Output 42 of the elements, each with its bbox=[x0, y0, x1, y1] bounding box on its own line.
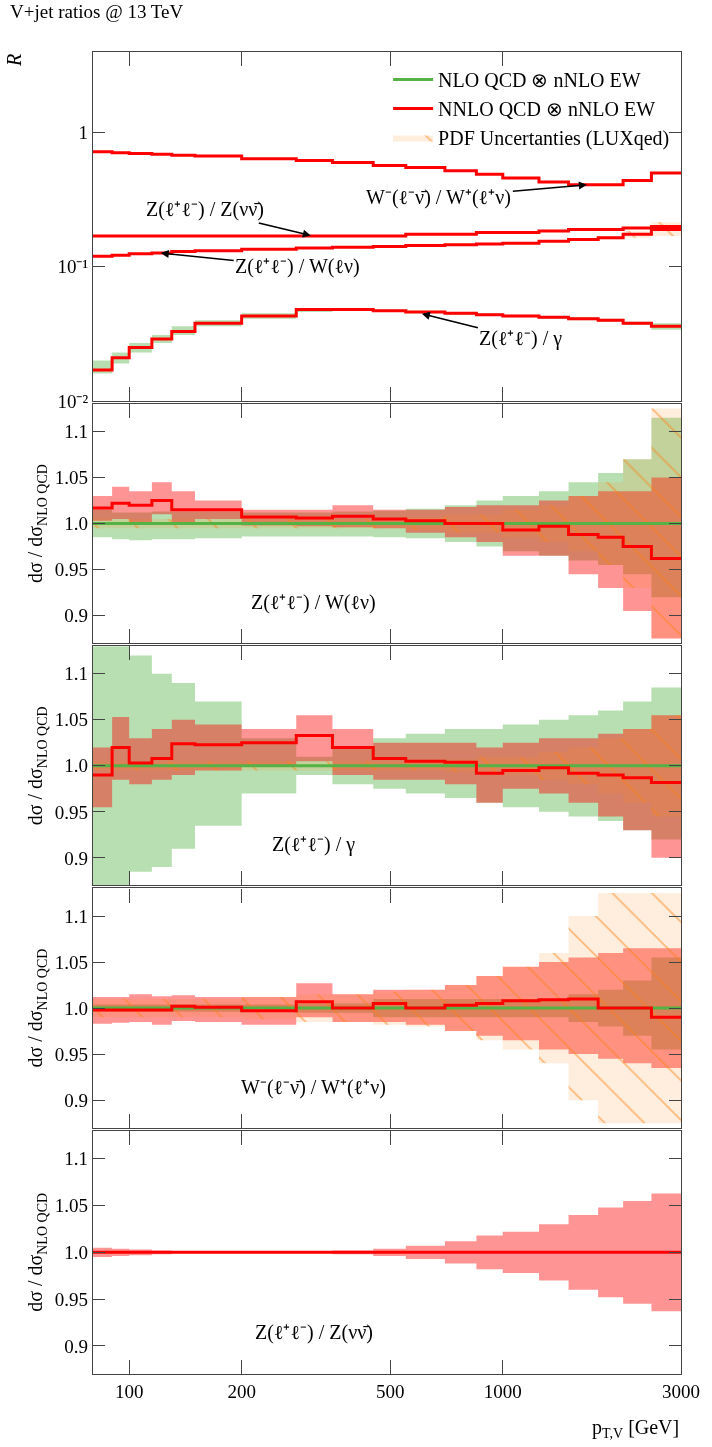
y-tick-label: 0.95 bbox=[54, 1043, 89, 1065]
y-tick-label: 1.1 bbox=[64, 1148, 89, 1170]
y-tick-label: 1 bbox=[78, 122, 89, 144]
y-tick-label: 1.0 bbox=[64, 513, 89, 535]
y-tick-label: 0.9 bbox=[64, 847, 89, 869]
y-tick-label: 10⁻² bbox=[57, 390, 89, 412]
y-tick-label: 0.95 bbox=[54, 559, 89, 581]
y-tick-label: 0.9 bbox=[64, 605, 89, 627]
y-tick-label: 1.05 bbox=[54, 467, 89, 489]
legend-label: PDF Uncertanties (LUXqed) bbox=[438, 127, 670, 151]
annotation: Z(ℓ⁺ℓ⁻) / γ bbox=[479, 327, 563, 350]
x-tick-label: 500 bbox=[376, 1380, 405, 1402]
annotation: W⁻(ℓ⁻ν̄) / W⁺(ℓ⁺ν) bbox=[366, 186, 511, 209]
x-tick-label: 100 bbox=[114, 1380, 144, 1402]
y-tick-label: 1.05 bbox=[54, 709, 89, 731]
chart-title: V+jet ratios @ 13 TeV bbox=[10, 1, 184, 22]
y-tick-label: 0.95 bbox=[54, 801, 89, 823]
y-axis-title: R bbox=[2, 53, 25, 67]
legend-label: NLO QCD ⊗ nNLO EW bbox=[438, 69, 641, 92]
annotation: W⁻(ℓ⁻ν̄) / W⁺(ℓ⁺ν) bbox=[241, 1076, 386, 1099]
legend-label: NNLO QCD ⊗ nNLO EW bbox=[438, 98, 656, 121]
y-tick-label: 1.1 bbox=[64, 421, 89, 443]
y-tick-label: 1.05 bbox=[54, 1195, 89, 1217]
annotation: Z(ℓ⁺ℓ⁻) / W(ℓν) bbox=[235, 255, 360, 278]
y-tick-label: 1.0 bbox=[64, 755, 89, 777]
y-tick-label: 1.05 bbox=[54, 951, 89, 973]
y-tick-label: 1.0 bbox=[64, 1242, 89, 1264]
y-tick-label: 1.1 bbox=[64, 663, 89, 685]
y-tick-label: 0.9 bbox=[64, 1089, 89, 1111]
y-tick-label: 1.1 bbox=[64, 905, 89, 927]
x-tick-label: 3000 bbox=[662, 1380, 700, 1402]
annotation: Z(ℓ⁺ℓ⁻) / γ bbox=[272, 833, 356, 856]
x-tick-label: 1000 bbox=[483, 1380, 522, 1402]
annotation: Z(ℓ⁺ℓ⁻) / W(ℓν) bbox=[251, 591, 376, 614]
annotation: Z(ℓ⁺ℓ⁻) / Z(νν̄) bbox=[255, 1321, 373, 1344]
annotation: Z(ℓ⁺ℓ⁻) / Z(νν̄) bbox=[146, 198, 264, 221]
x-tick-label: 200 bbox=[227, 1380, 256, 1402]
y-tick-label: 0.95 bbox=[54, 1288, 89, 1310]
y-tick-label: 1.0 bbox=[64, 997, 89, 1019]
y-tick-label: 0.9 bbox=[64, 1335, 89, 1357]
y-tick-label: 10⁻¹ bbox=[57, 256, 89, 278]
x-axis-title: p$_{T,V}$ [GeV] bbox=[592, 1416, 680, 1442]
